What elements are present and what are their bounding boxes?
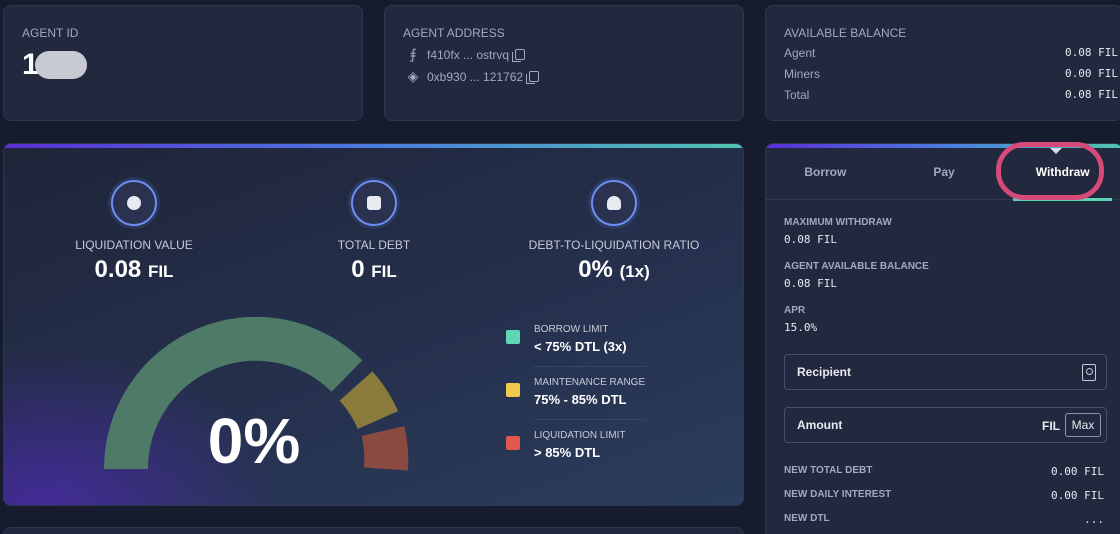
stat-label: AGENT AVAILABLE BALANCE bbox=[784, 261, 929, 272]
agent-address-card: AGENT ADDRESS ⨎ f410fx ... ostrvq ◈ 0xb9… bbox=[384, 5, 744, 121]
copy-icon[interactable] bbox=[526, 71, 540, 84]
stat-value: 0.08 FIL bbox=[784, 233, 837, 246]
legend-swatch bbox=[506, 330, 520, 344]
address-book-icon[interactable] bbox=[1082, 364, 1096, 381]
balance-row-total: Total 0.08 FIL bbox=[784, 88, 1118, 102]
balance-label: Agent bbox=[784, 46, 816, 60]
summary-new-daily-interest: NEW DAILY INTEREST 0.00 FIL bbox=[784, 489, 1104, 502]
recipient-input[interactable] bbox=[785, 355, 1106, 389]
summary-new-dtl: NEW DTL ... bbox=[784, 513, 1104, 526]
gradient-bar bbox=[4, 144, 743, 148]
legend-swatch bbox=[506, 436, 520, 450]
health-overview-card: LIQUIDATION VALUE 0.08 FIL TOTAL DEBT 0 … bbox=[3, 143, 744, 506]
gauge-icon bbox=[591, 180, 637, 226]
legend-title: LIQUIDATION LIMIT bbox=[534, 430, 626, 441]
agent-id-redacted bbox=[34, 51, 87, 79]
dtl-ratio-stat: DEBT-TO-LIQUIDATION RATIO 0% (1x) bbox=[514, 180, 714, 284]
ethereum-icon: ◈ bbox=[407, 68, 419, 84]
balance-title: AVAILABLE BALANCE bbox=[784, 26, 907, 40]
stat-label: APR bbox=[784, 305, 806, 316]
amount-unit: FIL bbox=[1042, 419, 1060, 433]
summary-label: NEW TOTAL DEBT bbox=[784, 465, 873, 476]
ethereum-address: 0xb930 ... 121762 bbox=[427, 69, 524, 84]
withdraw-tab-highlight bbox=[996, 142, 1104, 200]
legend-swatch bbox=[506, 383, 520, 397]
coins-icon bbox=[351, 180, 397, 226]
legend-value: < 75% DTL (3x) bbox=[534, 339, 627, 354]
liquidation-value-stat: LIQUIDATION VALUE 0.08 FIL bbox=[34, 180, 234, 284]
stat-label: DEBT-TO-LIQUIDATION RATIO bbox=[528, 238, 700, 252]
legend-title: MAINTENANCE RANGE bbox=[534, 377, 646, 388]
recipient-field bbox=[784, 354, 1107, 390]
stat-value: 0.08 FIL bbox=[784, 277, 837, 290]
max-button[interactable]: Max bbox=[1065, 413, 1101, 437]
divider bbox=[534, 419, 646, 420]
summary-value: 0.00 FIL bbox=[1051, 489, 1104, 502]
summary-value: ... bbox=[1084, 513, 1104, 526]
legend-maintenance-range: MAINTENANCE RANGE 75% - 85% DTL bbox=[506, 377, 646, 407]
balance-value: 0.00 FIL bbox=[1065, 67, 1118, 80]
action-panel: Borrow Pay Withdraw MAXIMUM WITHDRAW 0.0… bbox=[765, 143, 1120, 534]
stat-value: 15.0% bbox=[784, 321, 818, 334]
gauge-segment-borrow bbox=[103, 316, 363, 470]
caret-down-icon bbox=[1050, 148, 1062, 154]
maximum-withdraw: MAXIMUM WITHDRAW 0.08 FIL bbox=[784, 217, 892, 246]
tab-pay[interactable]: Pay bbox=[933, 165, 955, 179]
legend-title: BORROW LIMIT bbox=[534, 324, 609, 335]
agent-id-value: 1 bbox=[22, 48, 39, 81]
balance-label: Miners bbox=[784, 67, 821, 81]
agent-available-balance: AGENT AVAILABLE BALANCE 0.08 FIL bbox=[784, 261, 929, 290]
filecoin-address: f410fx ... ostrvq bbox=[427, 47, 510, 62]
legend-borrow-limit: BORROW LIMIT < 75% DTL (3x) bbox=[506, 324, 646, 354]
available-balance-card: AVAILABLE BALANCE Agent 0.08 FIL Miners … bbox=[765, 5, 1120, 121]
stat-label: TOTAL DEBT bbox=[337, 238, 411, 252]
gradient-bar bbox=[766, 144, 1120, 148]
stat-value: 0% (1x) bbox=[578, 256, 650, 283]
balance-row-agent: Agent 0.08 FIL bbox=[784, 46, 1118, 60]
liquidation-icon bbox=[111, 180, 157, 226]
balance-row-miners: Miners 0.00 FIL bbox=[784, 67, 1118, 81]
balance-label: Total bbox=[784, 88, 810, 102]
gauge-segment-liquidation bbox=[361, 426, 409, 471]
legend-value: > 85% DTL bbox=[534, 445, 601, 460]
stat-value: 0.08 FIL bbox=[94, 256, 174, 283]
stat-label: LIQUIDATION VALUE bbox=[75, 238, 193, 252]
legend-liquidation-limit: LIQUIDATION LIMIT > 85% DTL bbox=[506, 430, 646, 460]
amount-field: FIL Max bbox=[784, 407, 1107, 443]
legend-value: 75% - 85% DTL bbox=[534, 392, 627, 407]
dtl-gauge bbox=[103, 316, 409, 471]
ethereum-address-row: ◈ 0xb930 ... 121762 bbox=[405, 68, 540, 85]
agent-id-title: AGENT ID bbox=[22, 26, 79, 40]
stat-value: 0 FIL bbox=[351, 256, 397, 283]
amount-input[interactable] bbox=[785, 408, 1106, 442]
filecoin-icon: ⨎ bbox=[409, 46, 417, 62]
lower-card bbox=[3, 527, 744, 534]
stat-label: MAXIMUM WITHDRAW bbox=[784, 217, 892, 228]
gauge-percent: 0% bbox=[207, 405, 301, 477]
summary-value: 0.00 FIL bbox=[1051, 465, 1104, 478]
summary-label: NEW DTL bbox=[784, 513, 830, 524]
balance-value: 0.08 FIL bbox=[1065, 46, 1118, 59]
filecoin-address-row: ⨎ f410fx ... ostrvq bbox=[405, 46, 526, 63]
total-debt-stat: TOTAL DEBT 0 FIL bbox=[274, 180, 474, 284]
agent-address-title: AGENT ADDRESS bbox=[403, 26, 505, 40]
copy-icon[interactable] bbox=[512, 49, 526, 62]
summary-label: NEW DAILY INTEREST bbox=[784, 489, 892, 500]
divider bbox=[534, 366, 646, 367]
tab-borrow[interactable]: Borrow bbox=[804, 165, 847, 179]
agent-id-card: AGENT ID 1 bbox=[3, 5, 363, 121]
gauge-segment-maintenance bbox=[339, 371, 399, 430]
summary-new-total-debt: NEW TOTAL DEBT 0.00 FIL bbox=[784, 465, 1104, 478]
agent-id: 1 bbox=[22, 48, 87, 82]
balance-value: 0.08 FIL bbox=[1065, 88, 1118, 101]
apr: APR 15.0% bbox=[784, 305, 817, 334]
